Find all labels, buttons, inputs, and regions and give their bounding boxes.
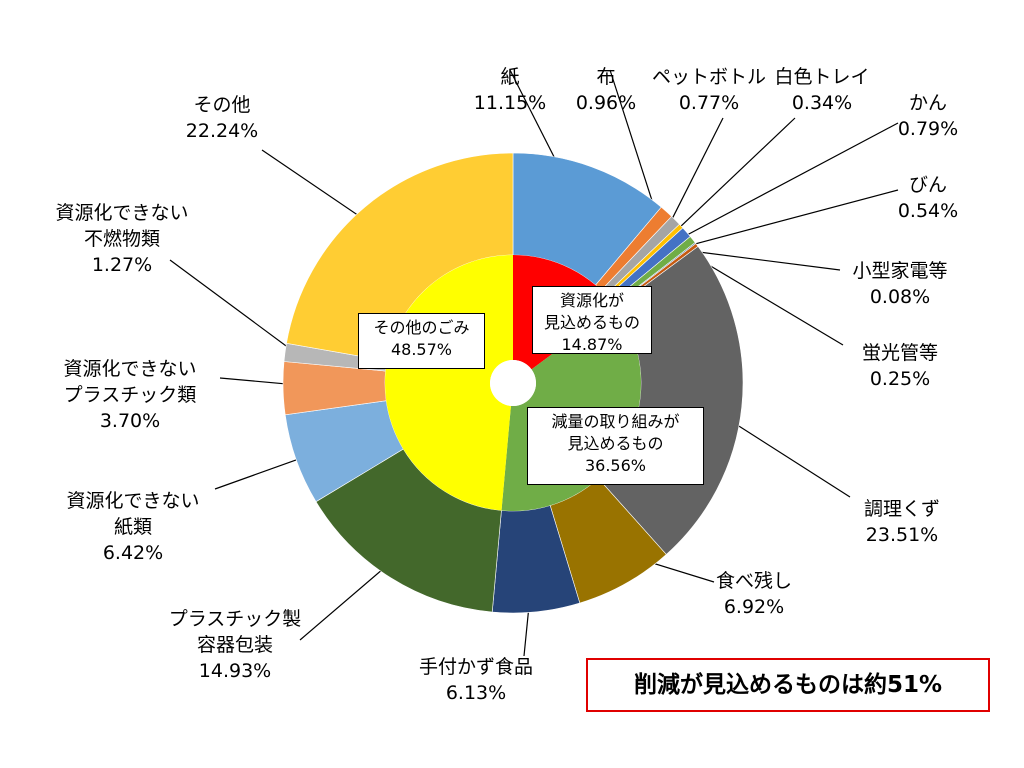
outer-label-11: プラスチック製 容器包装 14.93% xyxy=(169,606,302,684)
outer-label-value: 14.93% xyxy=(198,660,272,682)
leader-line-1 xyxy=(609,69,660,221)
leader-line-2 xyxy=(666,117,724,230)
inner-label-value: 14.87% xyxy=(561,335,623,354)
outer-label-name: 白色トレイ xyxy=(774,66,870,88)
outer-label-value: 0.77% xyxy=(678,92,740,114)
outer-label-name: プラスチック類 xyxy=(63,384,197,406)
leader-line-6 xyxy=(685,249,841,271)
outer-label-value: 6.92% xyxy=(723,596,785,618)
outer-label-name: 蛍光管等 xyxy=(861,342,939,364)
outer-label-value: 0.25% xyxy=(869,368,931,390)
outer-label-value: 0.79% xyxy=(897,118,959,140)
inner-label-1: 減量の取り組みが 見込めるもの 36.56% xyxy=(527,407,704,485)
outer-label-name: 紙 xyxy=(500,66,520,88)
outer-label-name: 不燃物類 xyxy=(83,228,161,250)
outer-label-15: その他 22.24% xyxy=(186,92,258,144)
outer-label-value: 0.54% xyxy=(897,200,959,222)
outer-label-name: 調理くず xyxy=(863,498,941,520)
inner-label-value: 48.57% xyxy=(390,340,452,359)
outer-label-name: プラスチック製 xyxy=(168,608,302,630)
inner-label-name: その他のごみ xyxy=(373,318,470,337)
inner-label-2: その他のごみ 48.57% xyxy=(358,313,485,369)
outer-label-1: 布 0.96% xyxy=(576,64,636,116)
outer-label-name: 資源化できない xyxy=(63,358,197,380)
outer-label-8: 調理くず 23.51% xyxy=(864,496,940,548)
leader-line-3 xyxy=(671,117,796,235)
inner-label-value: 36.56% xyxy=(584,456,646,475)
center-hole xyxy=(490,360,536,406)
outer-label-9: 食べ残し 6.92% xyxy=(716,568,792,620)
inner-label-name: 減量の取り組みが xyxy=(551,412,680,431)
outer-label-13: 資源化できない プラスチック類 3.70% xyxy=(63,356,196,434)
outer-label-name: びん xyxy=(908,174,948,196)
outer-label-7: 蛍光管等 0.25% xyxy=(862,340,938,392)
outer-label-6: 小型家電等 0.08% xyxy=(852,258,947,310)
outer-label-name: かん xyxy=(908,92,948,114)
outer-label-name: 資源化できない xyxy=(66,490,200,512)
leader-line-7 xyxy=(687,251,844,346)
outer-label-name: 食べ残し xyxy=(715,570,793,592)
outer-label-value: 0.96% xyxy=(575,92,637,114)
outer-label-value: 6.13% xyxy=(445,682,507,704)
outer-label-value: 0.34% xyxy=(791,92,853,114)
outer-label-0: 紙 11.15% xyxy=(474,64,546,116)
outer-label-value: 1.27% xyxy=(91,254,153,276)
outer-label-name: 小型家電等 xyxy=(852,260,948,282)
outer-label-12: 資源化できない 紙類 6.42% xyxy=(66,488,199,566)
outer-label-14: 資源化できない 不燃物類 1.27% xyxy=(55,200,188,278)
leader-line-14 xyxy=(169,259,298,355)
outer-label-name: 容器包装 xyxy=(196,634,273,656)
outer-label-4: かん 0.79% xyxy=(898,90,958,142)
leader-line-4 xyxy=(677,122,899,241)
inner-label-name: 資源化が xyxy=(559,291,624,310)
outer-label-value: 0.08% xyxy=(869,286,931,308)
summary-box: 削減が見込めるものは約51% xyxy=(586,658,990,712)
outer-label-name: 資源化できない xyxy=(55,202,189,224)
outer-label-name: 紙類 xyxy=(113,516,153,538)
outer-label-10: 手付かず食品 6.13% xyxy=(419,654,533,706)
outer-label-value: 6.42% xyxy=(102,542,164,564)
outer-label-name: 手付かず食品 xyxy=(418,656,534,678)
outer-label-name: その他 xyxy=(193,94,251,116)
outer-label-value: 11.15% xyxy=(473,92,547,114)
outer-label-2: ペットボトル 0.77% xyxy=(652,64,766,116)
outer-label-3: 白色トレイ 0.34% xyxy=(774,64,869,116)
leader-line-5 xyxy=(683,189,899,248)
outer-label-value: 3.70% xyxy=(99,410,161,432)
inner-label-0: 資源化が見込めるもの 14.87% xyxy=(532,286,652,354)
outer-label-5: びん 0.54% xyxy=(898,172,958,224)
outer-label-value: 22.24% xyxy=(185,120,259,142)
inner-label-name: 見込めるもの xyxy=(543,313,640,332)
inner-label-name: 見込めるもの xyxy=(567,434,664,453)
outer-label-name: ペットボトル xyxy=(651,66,767,88)
outer-label-value: 23.51% xyxy=(865,524,939,546)
outer-label-name: 布 xyxy=(596,66,616,88)
